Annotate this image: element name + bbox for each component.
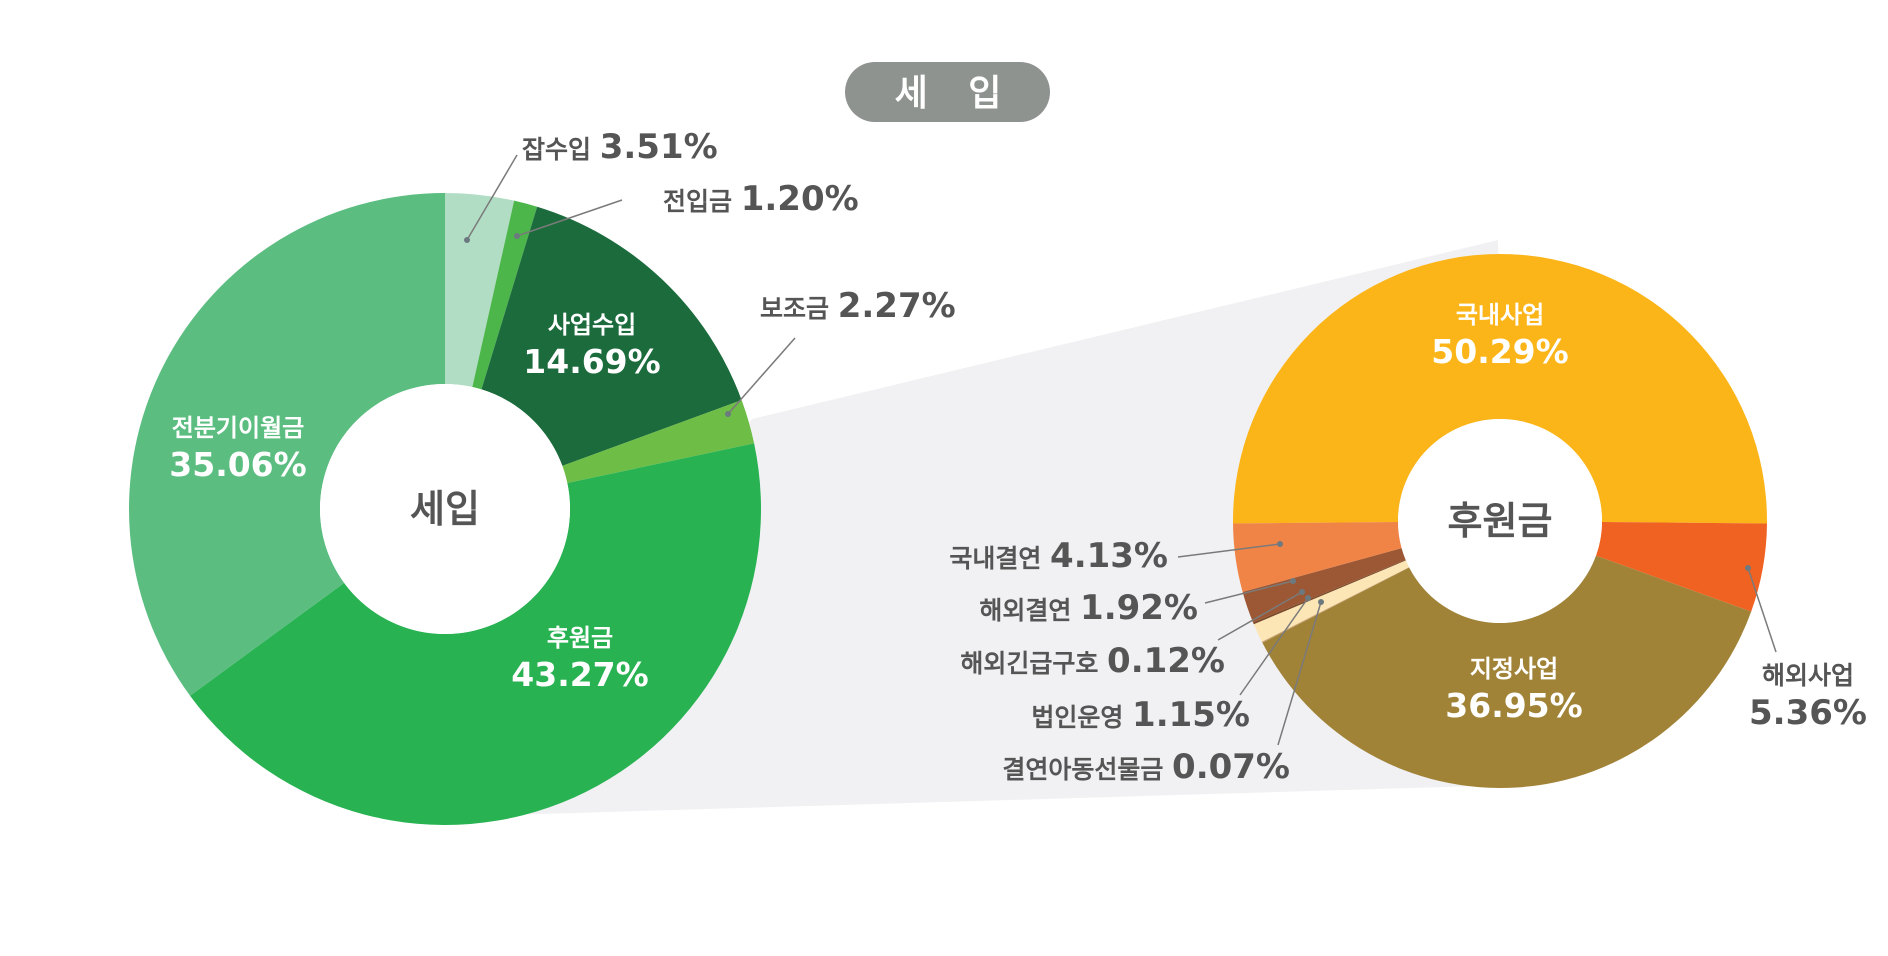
sub-leader-6 — [1204, 580, 1294, 604]
sub-label-7: 국내결연 4.13% — [949, 536, 1168, 576]
main-label-4: 후원금 43.27% — [511, 624, 648, 694]
sub-leader-1 — [1747, 567, 1777, 653]
sub-label-2: 지정사업 36.95% — [1445, 655, 1582, 725]
main-label-0-name: 잡수입 — [522, 135, 600, 164]
sub-slice-4 — [1253, 560, 1410, 642]
sub-label-1-name: 해외사업 — [1762, 661, 1854, 690]
main-label-4-value: 43.27% — [511, 655, 648, 694]
sub-label-6-text: 해외결연 1.92% — [979, 588, 1198, 628]
sub-leader-dot-7 — [1277, 541, 1283, 547]
sub-label-7-name: 국내결연 — [949, 544, 1050, 573]
sub-leader-dot-3 — [1318, 599, 1324, 605]
main-slice-2 — [481, 206, 742, 466]
sub-label-4: 법인운영 1.15% — [1031, 695, 1250, 735]
sub-label-6-value: 1.92% — [1080, 588, 1198, 628]
main-label-4-name: 후원금 — [547, 624, 613, 652]
main-leader-dot-0 — [464, 237, 470, 243]
sub-label-7-text: 국내결연 4.13% — [949, 536, 1168, 576]
title-pill — [845, 62, 1050, 122]
sub-leader-4 — [1239, 597, 1309, 696]
main-label-1-text: 전입금 1.20% — [663, 179, 859, 219]
main-label-3: 보조금 2.27% — [760, 286, 956, 326]
main-slice-1 — [472, 200, 538, 390]
sub-label-2-name: 지정사업 — [1470, 655, 1558, 683]
sub-label-6-name: 해외결연 — [979, 596, 1080, 625]
main-label-0-value: 3.51% — [600, 127, 718, 167]
main-label-2: 사업수입 14.69% — [523, 311, 660, 381]
sub-slice-2 — [1262, 555, 1752, 789]
sub-label-3: 결연아동선물금 0.07% — [1002, 747, 1290, 787]
main-leader-1 — [516, 199, 623, 237]
sub-leader-7 — [1177, 543, 1281, 558]
main-label-3-name: 보조금 — [760, 294, 838, 323]
sub-label-4-value: 1.15% — [1132, 695, 1250, 735]
main-label-1-value: 1.20% — [741, 179, 859, 219]
sub-label-0-value: 50.29% — [1431, 332, 1568, 371]
main-label-1: 전입금 1.20% — [663, 179, 859, 219]
sub-center-hole — [1398, 419, 1602, 623]
main-label-0-text: 잡수입 3.51% — [522, 127, 718, 167]
sub-center-label: 후원금 — [1448, 499, 1553, 543]
sub-label-4-text: 법인운영 1.15% — [1031, 695, 1250, 735]
sub-slice-0 — [1233, 254, 1767, 524]
sub-label-1-value: 5.36% — [1749, 693, 1867, 733]
sub-label-6: 해외결연 1.92% — [979, 588, 1198, 628]
main-center-label: 세입 — [410, 487, 480, 531]
sub-label-3-name: 결연아동선물금 — [1002, 755, 1172, 784]
main-slice-4 — [190, 443, 762, 825]
sub-label-1: 해외사업 5.36% — [1749, 661, 1867, 733]
sub-label-0: 국내사업 50.29% — [1431, 301, 1568, 371]
sub-label-3-value: 0.07% — [1172, 747, 1290, 787]
main-slice-0 — [445, 193, 515, 388]
main-label-1-name: 전입금 — [663, 187, 741, 216]
main-label-5-name: 전분기이월금 — [172, 414, 304, 442]
sub-leader-dot-1 — [1745, 565, 1751, 571]
main-label-3-value: 2.27% — [838, 286, 956, 326]
main-label-0: 잡수입 3.51% — [522, 127, 718, 167]
sub-slice-6 — [1242, 548, 1406, 623]
chart-title: 세 입 — [895, 73, 1016, 114]
main-label-5: 전분기이월금 35.06% — [169, 414, 306, 484]
main-slice-5 — [129, 193, 445, 696]
sub-label-5: 해외긴급구호 0.12% — [960, 641, 1225, 681]
main-label-3-text: 보조금 2.27% — [760, 286, 956, 326]
sub-slice-1 — [1595, 521, 1767, 612]
sub-label-7-value: 4.13% — [1050, 536, 1168, 576]
sub-label-4-name: 법인운영 — [1031, 703, 1132, 732]
main-donut: 세입 — [129, 193, 762, 825]
sub-label-5-value: 0.12% — [1107, 641, 1225, 681]
sub-leader-dot-4 — [1305, 595, 1311, 601]
sub-leader-dot-6 — [1290, 578, 1296, 584]
main-label-2-value: 14.69% — [523, 342, 660, 381]
main-leader-0 — [466, 154, 518, 241]
sub-label-2-value: 36.95% — [1445, 686, 1582, 725]
sub-leader-dot-5 — [1299, 589, 1305, 595]
main-center-hole — [320, 384, 570, 634]
slice-labels: 잡수입 3.51% 전입금 1.20% 사업수입 14.69% 보조금 2.27% 후원금… — [169, 127, 1867, 787]
sub-slice-7 — [1233, 521, 1402, 592]
sub-leader-5 — [1217, 591, 1303, 641]
sub-label-0-name: 국내사업 — [1456, 301, 1544, 329]
sub-leader-3 — [1277, 601, 1322, 746]
sub-label-5-name: 해외긴급구호 — [960, 649, 1107, 678]
sub-donut: 후원금 — [1233, 254, 1767, 789]
main-label-2-name: 사업수입 — [548, 311, 636, 339]
sub-label-3-text: 결연아동선물금 0.07% — [1002, 747, 1290, 787]
leader-lines — [464, 154, 1777, 746]
main-leader-dot-1 — [514, 233, 520, 239]
main-leader-dot-3 — [725, 411, 731, 417]
main-leader-3 — [727, 337, 796, 415]
main-label-5-value: 35.06% — [169, 445, 306, 484]
sub-label-5-text: 해외긴급구호 0.12% — [960, 641, 1225, 681]
main-slice-3 — [562, 400, 755, 484]
sub-slice-3 — [1261, 567, 1410, 643]
sub-slice-5 — [1252, 559, 1406, 625]
